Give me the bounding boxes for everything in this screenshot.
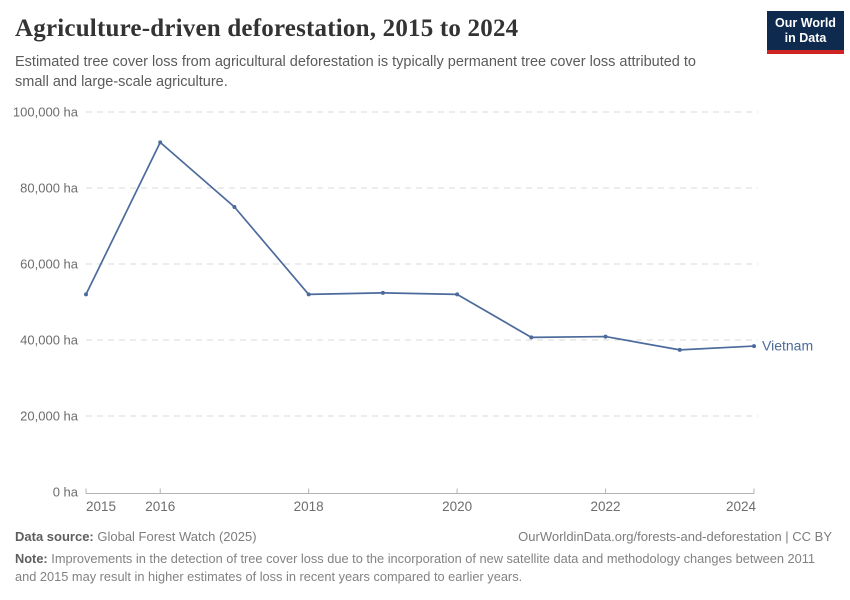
- data-point-2017: [232, 205, 237, 209]
- data-point-2022: [603, 334, 608, 339]
- chart-subtitle: Estimated tree cover loss from agricultu…: [15, 54, 696, 90]
- chart-footer: Data source: Global Forest Watch (2025) …: [15, 529, 832, 586]
- x-axis-tick-label: 2022: [591, 499, 621, 514]
- data-source: Data source: Global Forest Watch (2025): [15, 529, 257, 544]
- data-point-2016: [158, 140, 163, 145]
- owid-logo-line2: in Data: [784, 31, 827, 45]
- y-axis-tick-label: 20,000 ha: [20, 409, 79, 424]
- chart-title: Agriculture-driven deforestation, 2015 t…: [15, 15, 519, 42]
- x-axis-tick-label: 2020: [442, 499, 472, 514]
- data-point-2020: [455, 292, 460, 297]
- data-source-label: Data source:: [15, 529, 94, 544]
- data-point-2023: [677, 347, 682, 352]
- series-line: [85, 141, 755, 351]
- y-axis-tick-label: 100,000 ha: [13, 105, 79, 120]
- data-point-2021: [529, 335, 534, 340]
- owid-logo[interactable]: Our World in Data: [767, 11, 844, 54]
- y-axis-tick-label: 40,000 ha: [20, 333, 79, 348]
- note-value: Improvements in the detection of tree co…: [15, 551, 816, 584]
- owid-logo-line1: Our World: [775, 16, 836, 30]
- x-axis-tick-label: 2015: [86, 499, 116, 514]
- y-axis-tick-label: 60,000 ha: [20, 257, 79, 272]
- y-axis-tick-label: 80,000 ha: [20, 181, 79, 196]
- data-point-2018: [306, 292, 311, 297]
- x-axis-tick-label: 2018: [294, 499, 324, 514]
- note-label: Note:: [15, 551, 48, 566]
- data-point-2024: [752, 344, 756, 349]
- x-axis-tick-label: 2024: [726, 499, 757, 514]
- y-axis-tick-label: 0 ha: [53, 485, 79, 500]
- data-point-2019: [380, 290, 385, 295]
- line-chart-svg: 0 ha 20,000 ha 40,000 ha 60,000 ha 80,000 ha…: [13, 105, 813, 515]
- chart-note: Note: Improvements in the detection of t…: [15, 550, 832, 586]
- data-source-value: Global Forest Watch (2025): [93, 529, 257, 544]
- series-end-label: Vietnam: [762, 338, 813, 354]
- data-point-2015: [84, 292, 88, 297]
- x-axis-tick-label: 2016: [145, 499, 175, 514]
- owid-url-link[interactable]: OurWorldinData.org/forests-and-deforesta…: [518, 529, 832, 544]
